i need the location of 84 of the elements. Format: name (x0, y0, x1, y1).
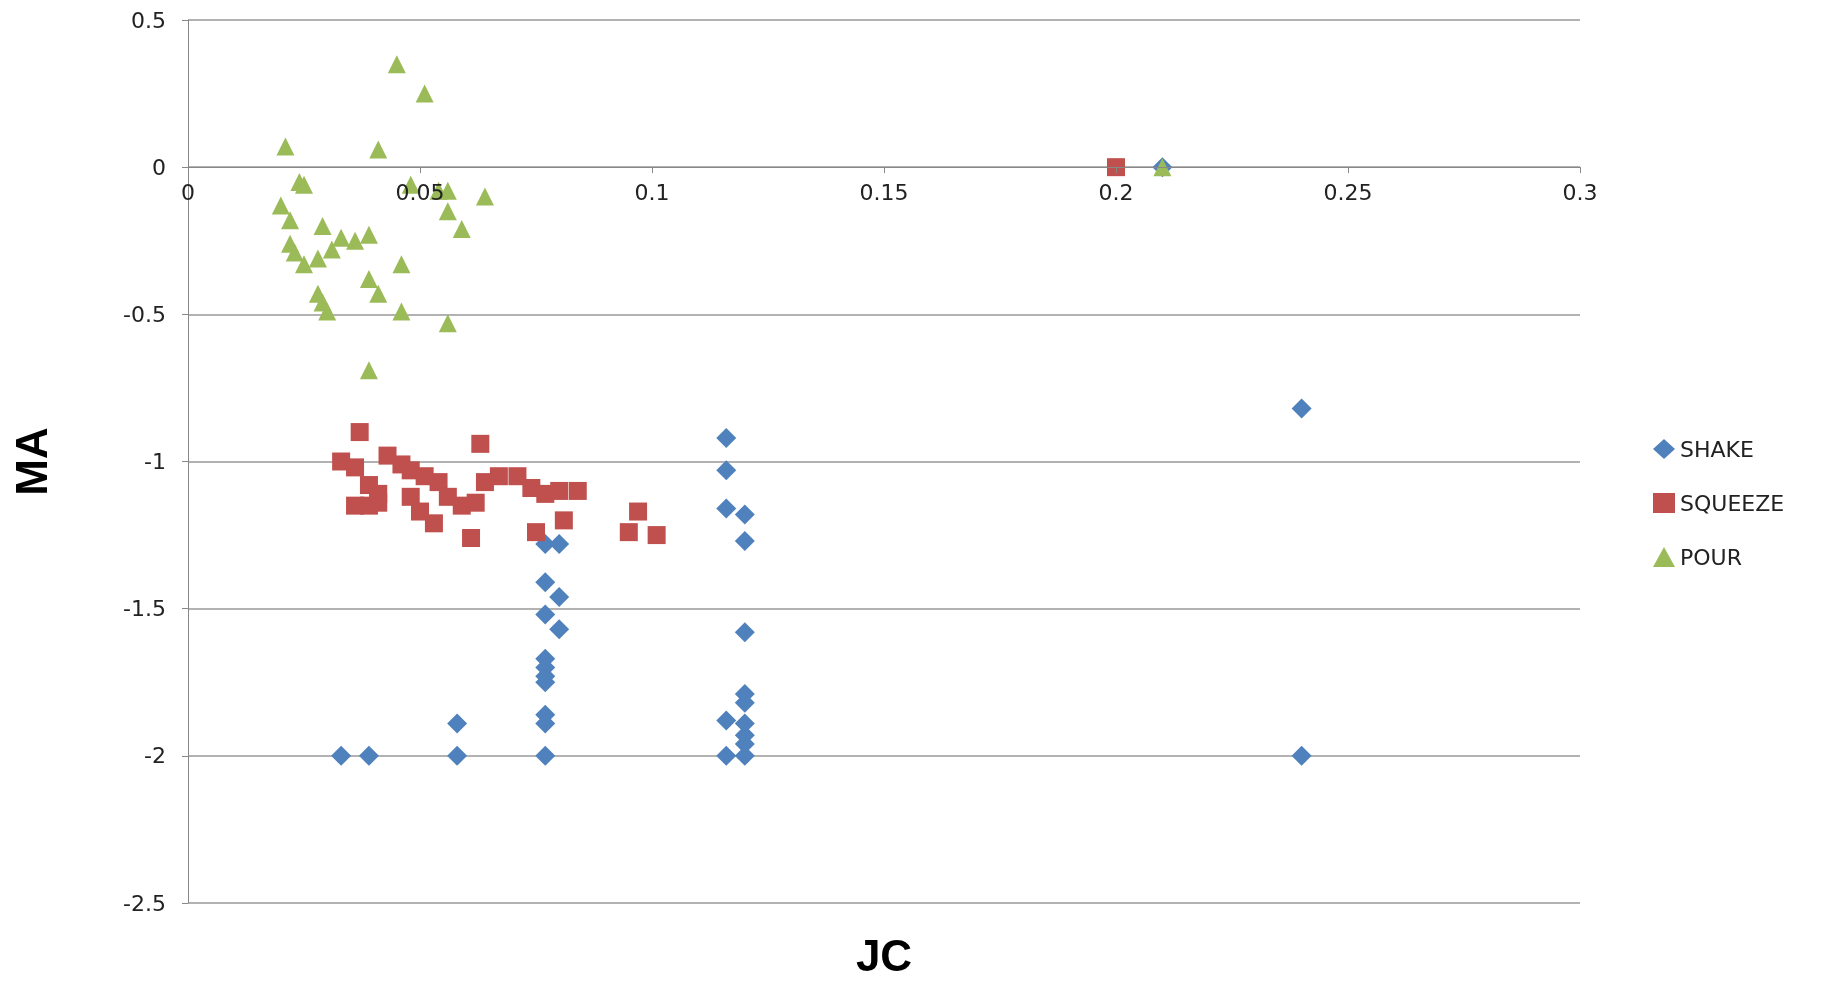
y-axis-title: MA (6, 427, 56, 496)
point (527, 523, 545, 542)
point (358, 745, 379, 766)
point (535, 572, 556, 593)
point (452, 219, 471, 238)
point (392, 302, 411, 321)
legend-label: SHAKE (1680, 436, 1754, 462)
point (716, 710, 737, 731)
point (716, 460, 737, 481)
point (359, 225, 378, 244)
point (369, 284, 388, 303)
point (568, 481, 587, 500)
x-tick-label: 0 (181, 179, 195, 205)
point (475, 187, 494, 206)
point (550, 481, 569, 500)
point (489, 467, 508, 486)
point (387, 55, 406, 74)
point (369, 140, 388, 159)
point (716, 498, 737, 519)
point (438, 314, 457, 333)
point (549, 586, 570, 607)
point (401, 487, 420, 506)
point (359, 270, 378, 289)
point (466, 493, 485, 512)
x-tick-label: 0.3 (1562, 179, 1598, 205)
point (332, 228, 351, 247)
point (1291, 398, 1312, 419)
point (424, 514, 443, 533)
point (429, 473, 448, 492)
legend-label: POUR (1680, 544, 1742, 570)
point (438, 202, 457, 221)
point (447, 713, 468, 734)
point (716, 745, 737, 766)
point (359, 361, 378, 380)
point (647, 526, 666, 545)
point (734, 530, 755, 551)
point (285, 243, 304, 262)
y-tick-label: 0 (152, 154, 166, 180)
y-tick-label: -1.5 (123, 596, 166, 622)
point (295, 175, 313, 194)
point (554, 511, 573, 530)
point (549, 533, 570, 554)
point (318, 302, 337, 321)
point (313, 217, 332, 236)
point (629, 502, 648, 521)
point (276, 137, 295, 156)
point (415, 84, 434, 103)
point (734, 622, 755, 643)
point (346, 231, 365, 250)
point (535, 604, 556, 625)
point (369, 493, 388, 512)
legend-label: SQUEEZE (1680, 490, 1785, 516)
point (271, 196, 290, 215)
point (471, 434, 490, 453)
point (392, 255, 411, 274)
point (1107, 158, 1125, 177)
point (346, 496, 365, 515)
y-tick-label: -1 (144, 449, 166, 474)
y-tick-label: 0.5 (131, 7, 166, 33)
x-tick-label: 0.15 (859, 179, 909, 205)
point (322, 240, 341, 259)
point (350, 423, 369, 442)
point (734, 504, 755, 525)
point (1291, 745, 1312, 766)
y-tick-label: -0.5 (123, 301, 166, 327)
point (619, 523, 638, 542)
x-tick-label: 0.1 (634, 179, 670, 205)
x-tick-label: 0.25 (1323, 179, 1373, 205)
point (331, 745, 352, 766)
point (281, 211, 300, 230)
x-axis-title: JC (855, 930, 913, 980)
point (411, 502, 429, 521)
point (447, 745, 468, 766)
y-tick-label: -2 (144, 743, 166, 769)
point (535, 745, 556, 766)
x-tick-label: 0.2 (1098, 179, 1134, 205)
point (308, 249, 327, 268)
point (716, 427, 737, 448)
point (508, 467, 527, 486)
point (549, 619, 570, 640)
point (295, 255, 313, 274)
point (462, 529, 481, 548)
y-tick-label: -2.5 (123, 890, 166, 916)
point (346, 458, 365, 477)
